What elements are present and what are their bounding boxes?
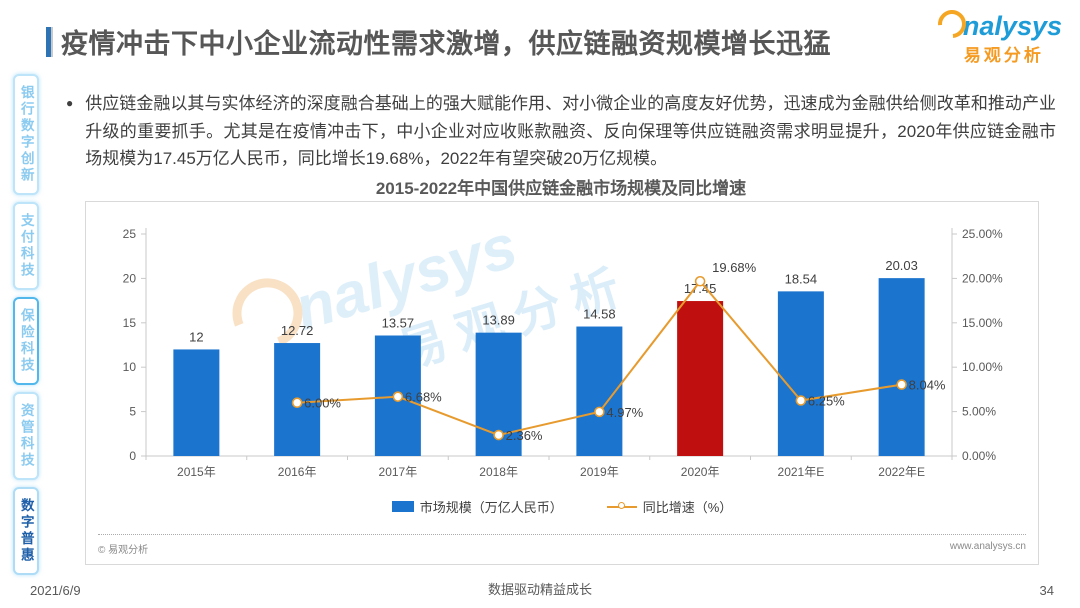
bar-value-label: 13.57	[382, 315, 415, 330]
bar-value-label: 12.72	[281, 323, 314, 338]
bar-value-label: 20.03	[885, 258, 918, 273]
line-marker	[594, 406, 605, 418]
y-axis-tick: 20	[123, 271, 137, 285]
y2-axis-tick: 10.00%	[962, 360, 1003, 374]
chart-legend: 市场规模（万亿人民币） 同比增速（%）	[86, 497, 1038, 516]
line-value-label: 19.68%	[712, 260, 757, 275]
sidebar-tab-5[interactable]: 数字普惠	[13, 487, 39, 575]
line-marker	[291, 397, 303, 409]
line-marker	[694, 275, 706, 287]
y2-axis-tick: 0.00%	[962, 449, 996, 463]
bar-2020年	[677, 301, 724, 456]
line-marker	[392, 391, 404, 402]
title-accent-bar	[46, 26, 51, 57]
y-axis-tick: 0	[129, 449, 136, 463]
line-swatch-icon	[606, 502, 637, 509]
bar-line-chart: 0 5 10 15 20 25 0.00% 5.00% 10.00% 15.00% 20.00% 25…	[123, 227, 1003, 479]
sidebar: 银行数字创新支付科技保险科技资管科技数字普惠	[6, 74, 46, 575]
legend-label: 同比增速（%）	[642, 500, 733, 515]
logo-text-en: nalysys	[962, 11, 1062, 41]
line-marker	[896, 379, 907, 390]
x-axis-tick: 2022年E	[878, 465, 925, 479]
legend-label: 市场规模（万亿人民币）	[419, 500, 563, 515]
line-value-label: 4.97%	[606, 405, 643, 420]
x-axis-tick: 2015年	[177, 465, 216, 479]
x-axis-tick: 2020年	[681, 465, 720, 479]
analysys-logo: nalysys 易观分析	[932, 4, 1066, 68]
sidebar-tab-1[interactable]: 银行数字创新	[13, 74, 39, 195]
slogan-text: 数据驱动精益成长	[487, 582, 592, 597]
line-value-label: 8.04%	[909, 378, 946, 393]
legend-item-market-size: 市场规模（万亿人民币）	[391, 497, 563, 516]
y2-axis-tick: 15.00%	[962, 316, 1003, 330]
summary-paragraph: 供应链金融以其与实体经济的深度融合基础上的强大赋能作用、对小微企业的高度友好优势…	[85, 94, 1056, 168]
x-axis-tick: 2017年	[379, 465, 418, 479]
line-value-label: 6.25%	[808, 394, 845, 409]
bar-swatch-icon	[391, 501, 414, 512]
bar-2022年E	[878, 278, 925, 456]
header: 疫情冲击下中小企业流动性需求激增，供应链融资规模增长迅猛	[46, 22, 831, 61]
bar-2021年E	[777, 291, 824, 456]
sidebar-tab-4[interactable]: 资管科技	[13, 392, 39, 480]
chart-title: 2015-2022年中国供应链金融市场规模及同比增速	[375, 179, 747, 198]
bar-2015年	[173, 349, 220, 456]
bar-value-label: 14.58	[583, 307, 616, 322]
summary-block: ● 供应链金融以其与实体经济的深度融合基础上的强大赋能作用、对小微企业的高度友好…	[66, 90, 1056, 173]
x-axis-tick: 2021年E	[778, 465, 825, 479]
copyright-text: © 易观分析	[98, 545, 149, 556]
y-axis-tick: 15	[123, 316, 137, 330]
page-title: 疫情冲击下中小企业流动性需求激增，供应链融资规模增长迅猛	[61, 29, 831, 59]
bar-value-label: 18.54	[785, 271, 818, 286]
y-axis-tick: 10	[123, 360, 137, 374]
sidebar-tab-3[interactable]: 保险科技	[13, 297, 39, 385]
page-number: 34	[1039, 583, 1054, 598]
y-axis-tick: 5	[129, 405, 136, 419]
line-marker	[795, 395, 807, 406]
line-value-label: 6.68%	[405, 390, 442, 405]
line-marker	[493, 429, 504, 441]
x-axis-tick: 2018年	[479, 465, 518, 479]
y2-axis-tick: 20.00%	[962, 271, 1003, 285]
sidebar-tab-2[interactable]: 支付科技	[13, 202, 39, 290]
bar-value-label: 12	[189, 329, 203, 344]
bar-value-label: 13.89	[482, 313, 515, 328]
chart-footer: © 易观分析 www.analysys.cn	[98, 534, 1026, 556]
logo-text-cn: 易观分析	[963, 46, 1044, 65]
y2-axis-tick: 5.00%	[962, 405, 996, 419]
line-value-label: 2.36%	[506, 428, 543, 443]
line-value-label: 6.00%	[304, 396, 341, 411]
y2-axis-tick: 25.00%	[962, 227, 1003, 241]
legend-item-growth: 同比增速（%）	[606, 497, 733, 516]
x-axis-tick: 2019年	[580, 465, 619, 479]
y-axis-tick: 25	[123, 227, 137, 241]
bullet-icon: ●	[66, 96, 74, 110]
x-axis-tick: 2016年	[278, 465, 317, 479]
chart-panel: nalysys 易观分析 0 5 10 15 20 25 0.00% 5.00% 10.00% 1…	[85, 201, 1039, 565]
website-text: www.analysys.cn	[949, 541, 1026, 552]
date-text: 2021/6/9	[30, 583, 81, 598]
